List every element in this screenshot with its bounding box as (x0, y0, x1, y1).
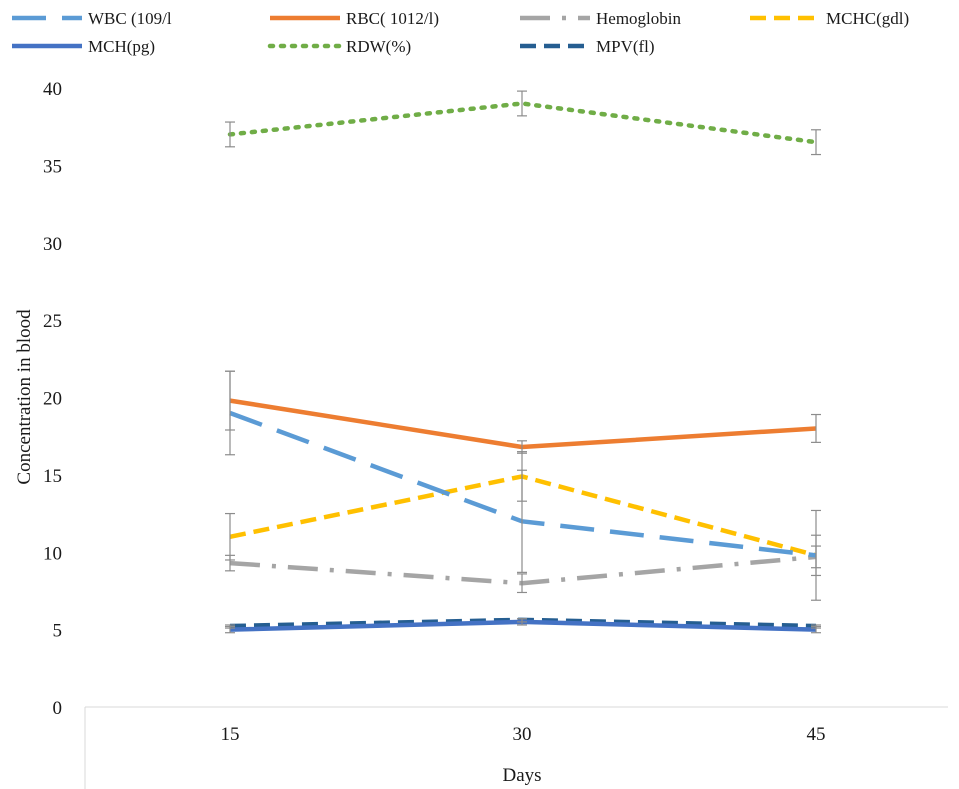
x-axis-title: Days (502, 765, 541, 786)
x-tick-label: 30 (513, 724, 532, 745)
series-lines (230, 103, 816, 629)
y-tick-labels: 0 5 10 15 20 25 30 35 40 (43, 79, 62, 719)
legend-item-mpv-fl: MPV(fl) (520, 37, 655, 56)
y-tick-label: 10 (43, 543, 62, 564)
legend-item-rbc-1012-l: RBC( 1012/l) (270, 9, 439, 28)
x-tick-label: 45 (807, 724, 826, 745)
legend-item-rdw: RDW(%) (270, 37, 411, 56)
y-tick-label: 40 (43, 79, 62, 100)
legend-item-wbc-109-l: WBC (109/l (12, 9, 172, 28)
y-tick-label: 0 (53, 698, 63, 719)
y-tick-label: 30 (43, 234, 62, 255)
legend-label: RDW(%) (346, 37, 411, 56)
legend-label: MCHC(gdl) (826, 9, 909, 28)
legend-label: Hemoglobin (596, 9, 681, 28)
legend: WBC (109/l RBC( 1012/l) Hemoglobin MCHC(gdl… (12, 9, 909, 56)
legend-item-mch-pg: MCH(pg) (12, 37, 155, 56)
y-axis-title: Concentration in blood (14, 309, 35, 485)
y-tick-label: 35 (43, 156, 62, 177)
y-tick-label: 20 (43, 389, 62, 410)
y-tick-label: 15 (43, 466, 62, 487)
series-line-hemoglobin (230, 557, 816, 583)
series-line-rbc-1012-l (230, 401, 816, 447)
y-tick-label: 5 (53, 621, 63, 642)
series-line-rdw (230, 103, 816, 142)
error-bars (225, 91, 821, 633)
legend-item-mchc-gdl: MCHC(gdl) (750, 9, 909, 28)
y-tick-label: 25 (43, 311, 62, 332)
legend-label: RBC( 1012/l) (346, 9, 439, 28)
legend-label: MCH(pg) (88, 37, 155, 56)
x-tick-labels: 15 30 45 (221, 724, 826, 745)
x-tick-label: 15 (221, 724, 240, 745)
legend-label: MPV(fl) (596, 37, 655, 56)
legend-item-hemoglobin: Hemoglobin (520, 9, 681, 28)
legend-label: WBC (109/l (88, 9, 172, 28)
